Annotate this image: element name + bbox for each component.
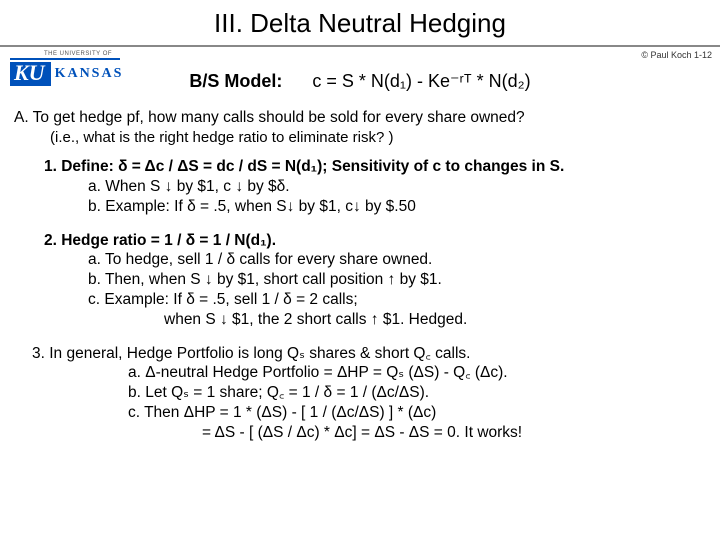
point-3c-line1: c. Then ΔHP = 1 * (ΔS) - [ 1 / (Δc/ΔS) ]…: [32, 403, 706, 423]
point-2c-line2: when S ↓ $1, the 2 short calls ↑ $1. Hed…: [44, 310, 706, 330]
point-1a: a. When S ↓ by $1, c ↓ by $δ.: [44, 177, 706, 197]
slide-title: III. Delta Neutral Hedging: [0, 0, 720, 43]
point-2-hedge-ratio-text: 2. Hedge ratio = 1 / δ = 1 / N(d₁).: [44, 232, 276, 249]
point-3-general: 3. In general, Hedge Portfolio is long Q…: [32, 344, 706, 364]
point-1: 1. Define: δ = Δc / ΔS = dc / dS = N(d₁)…: [14, 157, 706, 216]
point-1-define: 1. Define: δ = Δc / ΔS = dc / dS = N(d₁)…: [44, 157, 706, 177]
point-3c-line2: = ΔS - [ (ΔS / Δc) * Δc] = ΔS - ΔS = 0. …: [32, 423, 706, 443]
section-a: A. To get hedge pf, how many calls shoul…: [14, 108, 706, 147]
point-2: 2. Hedge ratio = 1 / δ = 1 / N(d₁). a. T…: [14, 231, 706, 330]
point-2-hedge-ratio: 2. Hedge ratio = 1 / δ = 1 / N(d₁).: [44, 231, 706, 251]
section-a-question: A. To get hedge pf, how many calls shoul…: [14, 108, 706, 128]
logo-university-label: THE UNIVERSITY OF: [10, 50, 120, 60]
model-formula: c = S * N(d₁) - Ke⁻ʳᵀ * N(d₂): [312, 71, 530, 91]
ku-logo: THE UNIVERSITY OF KU KANSAS: [10, 50, 120, 86]
point-1-define-text: 1. Define: δ = Δc / ΔS = dc / dS = N(d₁)…: [44, 158, 564, 175]
point-2c-line1: c. Example: If δ = .5, sell 1 / δ = 2 ca…: [44, 290, 706, 310]
logo-kansas-text: KANSAS: [55, 66, 124, 82]
point-3a: a. Δ-neutral Hedge Portfolio = ΔHP = Qₛ …: [32, 363, 706, 383]
section-a-sub: (i.e., what is the right hedge ratio to …: [14, 128, 706, 147]
logo-ku-mark: KU: [10, 62, 51, 86]
divider: [0, 45, 720, 47]
point-2b: b. Then, when S ↓ by $1, short call posi…: [44, 270, 706, 290]
point-3b: b. Let Qₛ = 1 share; Q꜀ = 1 / δ = 1 / (Δ…: [32, 383, 706, 403]
copyright-text: © Paul Koch 1-12: [641, 50, 712, 60]
point-1b: b. Example: If δ = .5, when S↓ by $1, c↓…: [44, 197, 706, 217]
model-label: B/S Model:: [189, 71, 282, 91]
point-3: 3. In general, Hedge Portfolio is long Q…: [14, 344, 706, 443]
point-2a: a. To hedge, sell 1 / δ calls for every …: [44, 250, 706, 270]
content-body: A. To get hedge pf, how many calls shoul…: [0, 108, 720, 443]
